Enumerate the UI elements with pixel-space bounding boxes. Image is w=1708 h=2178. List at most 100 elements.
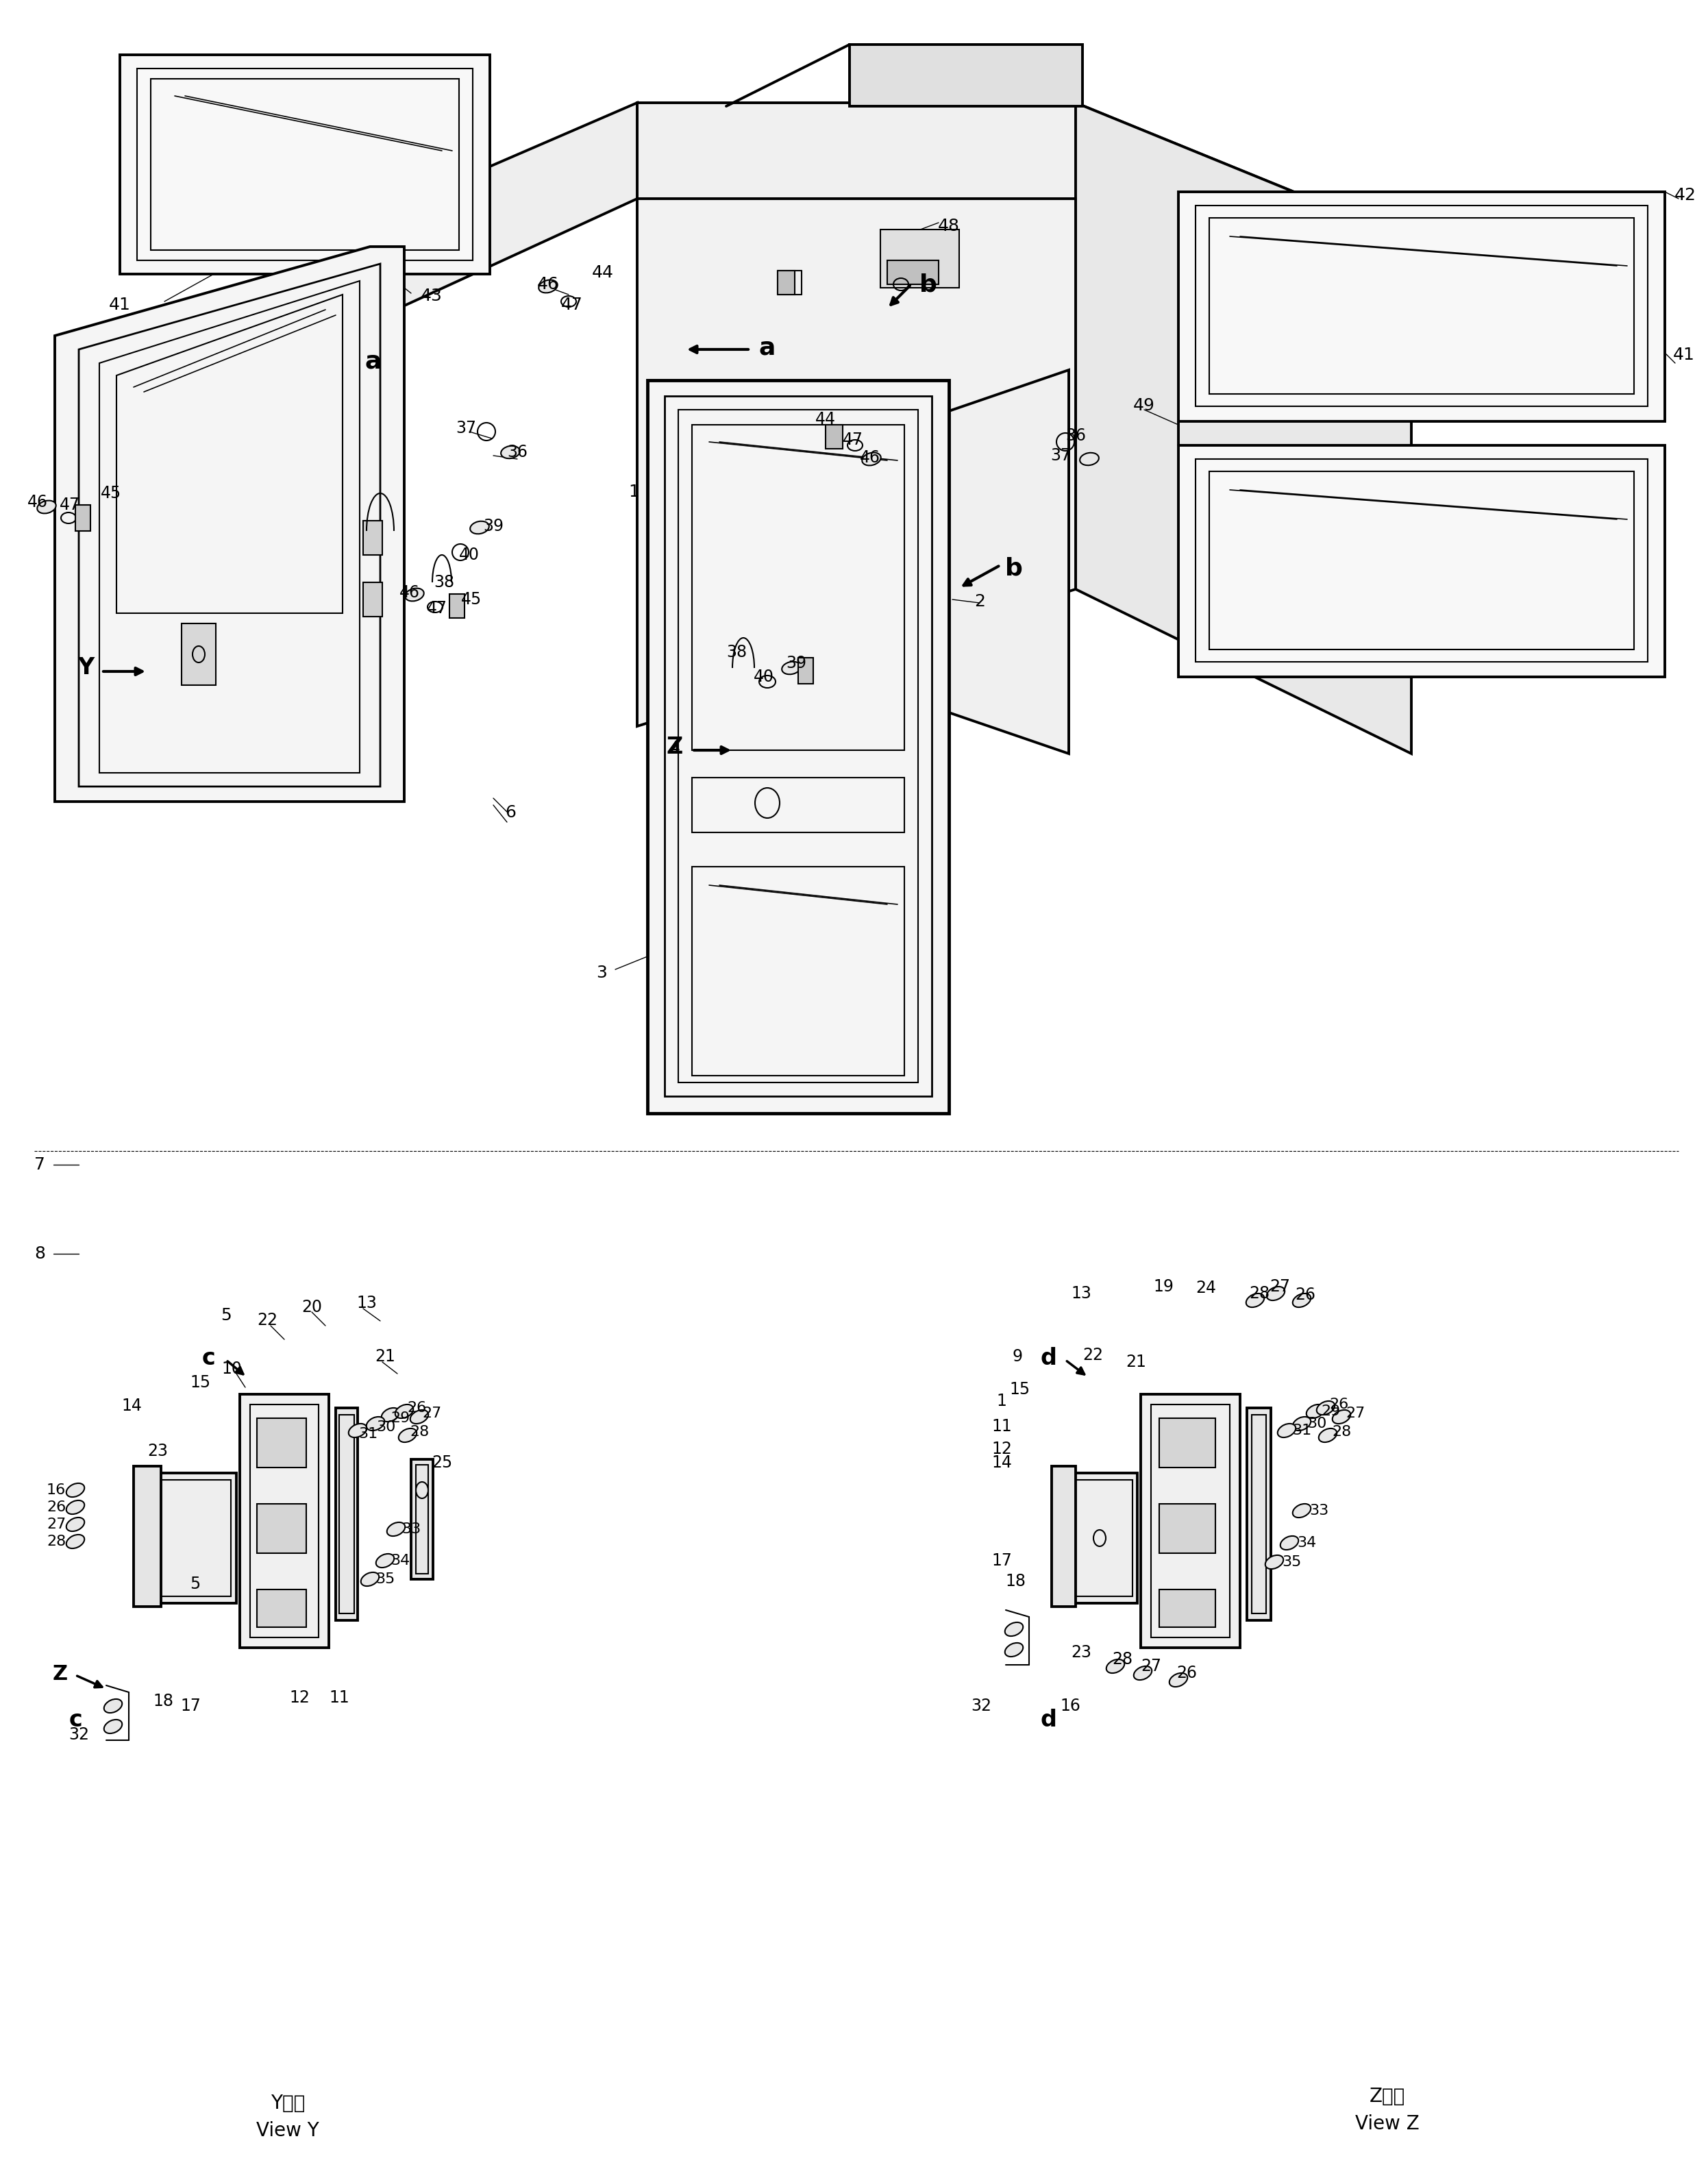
Ellipse shape xyxy=(782,662,801,675)
Text: 28: 28 xyxy=(1332,1424,1351,1440)
Ellipse shape xyxy=(405,588,424,601)
Text: 3: 3 xyxy=(596,965,606,980)
Polygon shape xyxy=(239,1394,330,1649)
Text: 40: 40 xyxy=(459,547,480,564)
Text: 27: 27 xyxy=(1141,1657,1161,1675)
Polygon shape xyxy=(647,381,950,1113)
Text: 18: 18 xyxy=(152,1692,173,1710)
Polygon shape xyxy=(256,1590,306,1627)
Text: 29: 29 xyxy=(1320,1405,1341,1418)
Text: 16: 16 xyxy=(46,1483,67,1496)
Ellipse shape xyxy=(1247,1294,1264,1307)
Text: 5: 5 xyxy=(190,1575,200,1592)
Text: 41: 41 xyxy=(109,296,132,314)
Text: 36: 36 xyxy=(507,444,528,460)
Text: 30: 30 xyxy=(1307,1418,1327,1431)
Text: 11: 11 xyxy=(330,1690,350,1705)
Ellipse shape xyxy=(1004,1623,1023,1636)
Text: 38: 38 xyxy=(434,575,454,590)
Text: 45: 45 xyxy=(101,486,121,501)
Ellipse shape xyxy=(104,1699,121,1712)
Polygon shape xyxy=(1076,102,1411,754)
Text: 4: 4 xyxy=(670,741,680,756)
Ellipse shape xyxy=(398,1429,417,1442)
Ellipse shape xyxy=(1004,1642,1023,1657)
Text: 9: 9 xyxy=(1013,1348,1023,1366)
Ellipse shape xyxy=(1267,1287,1284,1300)
Text: 43: 43 xyxy=(420,287,442,305)
Ellipse shape xyxy=(360,1573,379,1586)
Polygon shape xyxy=(1160,1418,1216,1468)
Ellipse shape xyxy=(38,501,56,514)
Polygon shape xyxy=(777,270,794,294)
Text: 20: 20 xyxy=(301,1298,323,1316)
Ellipse shape xyxy=(104,1721,121,1734)
Ellipse shape xyxy=(1281,1535,1298,1551)
Polygon shape xyxy=(1141,1394,1240,1649)
Polygon shape xyxy=(181,623,215,686)
Text: 7: 7 xyxy=(34,1157,44,1174)
Text: 13: 13 xyxy=(1071,1285,1091,1302)
Text: 47: 47 xyxy=(842,431,863,449)
Polygon shape xyxy=(256,1418,306,1468)
Ellipse shape xyxy=(863,453,881,466)
Ellipse shape xyxy=(388,1522,405,1535)
Text: 17: 17 xyxy=(991,1553,1011,1568)
Text: b: b xyxy=(919,272,938,296)
Ellipse shape xyxy=(67,1518,84,1531)
Polygon shape xyxy=(798,658,813,684)
Text: 17: 17 xyxy=(181,1697,202,1714)
Text: 27: 27 xyxy=(46,1518,67,1531)
Text: 46: 46 xyxy=(400,584,420,601)
Text: d: d xyxy=(1040,1346,1057,1370)
Text: 46: 46 xyxy=(27,494,48,510)
Text: 28: 28 xyxy=(1249,1285,1269,1302)
Ellipse shape xyxy=(1307,1405,1324,1418)
Text: 26: 26 xyxy=(46,1501,67,1514)
Polygon shape xyxy=(1247,1407,1271,1620)
Text: 15: 15 xyxy=(190,1374,210,1392)
Text: 36: 36 xyxy=(1066,427,1086,444)
Text: 26: 26 xyxy=(1331,1398,1349,1411)
Ellipse shape xyxy=(1332,1409,1351,1424)
Polygon shape xyxy=(950,370,1069,754)
Text: Y　視: Y 視 xyxy=(270,2093,306,2113)
Text: 24: 24 xyxy=(1196,1281,1216,1296)
Polygon shape xyxy=(75,505,91,531)
Text: a: a xyxy=(366,348,383,372)
Polygon shape xyxy=(1160,1590,1216,1627)
Text: 21: 21 xyxy=(1126,1355,1146,1370)
Text: 26: 26 xyxy=(1177,1664,1197,1681)
Text: 6: 6 xyxy=(506,804,516,821)
Polygon shape xyxy=(412,1459,434,1579)
Text: 45: 45 xyxy=(461,590,482,608)
Text: 44: 44 xyxy=(593,264,613,281)
Ellipse shape xyxy=(1293,1416,1310,1431)
Ellipse shape xyxy=(470,521,488,534)
Text: 21: 21 xyxy=(374,1348,395,1366)
Text: 1: 1 xyxy=(996,1394,1006,1409)
Text: b: b xyxy=(1004,558,1023,579)
Text: 27: 27 xyxy=(1346,1407,1365,1420)
Text: 19: 19 xyxy=(1153,1278,1173,1296)
Text: Y: Y xyxy=(77,658,94,680)
Polygon shape xyxy=(886,261,939,285)
Text: d: d xyxy=(1040,1708,1057,1732)
Polygon shape xyxy=(880,229,960,287)
Text: 42: 42 xyxy=(1674,187,1696,203)
Text: 29: 29 xyxy=(391,1411,410,1424)
Text: 47: 47 xyxy=(562,296,582,314)
Text: 23: 23 xyxy=(1071,1644,1091,1662)
Text: 48: 48 xyxy=(938,218,960,235)
Text: View Y: View Y xyxy=(256,2121,319,2141)
Text: 47: 47 xyxy=(427,601,447,616)
Polygon shape xyxy=(1179,444,1665,677)
Text: 32: 32 xyxy=(970,1697,991,1714)
Polygon shape xyxy=(637,102,1411,335)
Polygon shape xyxy=(120,54,490,274)
Text: 12: 12 xyxy=(991,1442,1011,1457)
Ellipse shape xyxy=(1107,1660,1124,1673)
Ellipse shape xyxy=(1170,1673,1187,1686)
Text: 41: 41 xyxy=(1674,346,1694,364)
Text: 39: 39 xyxy=(483,518,504,534)
